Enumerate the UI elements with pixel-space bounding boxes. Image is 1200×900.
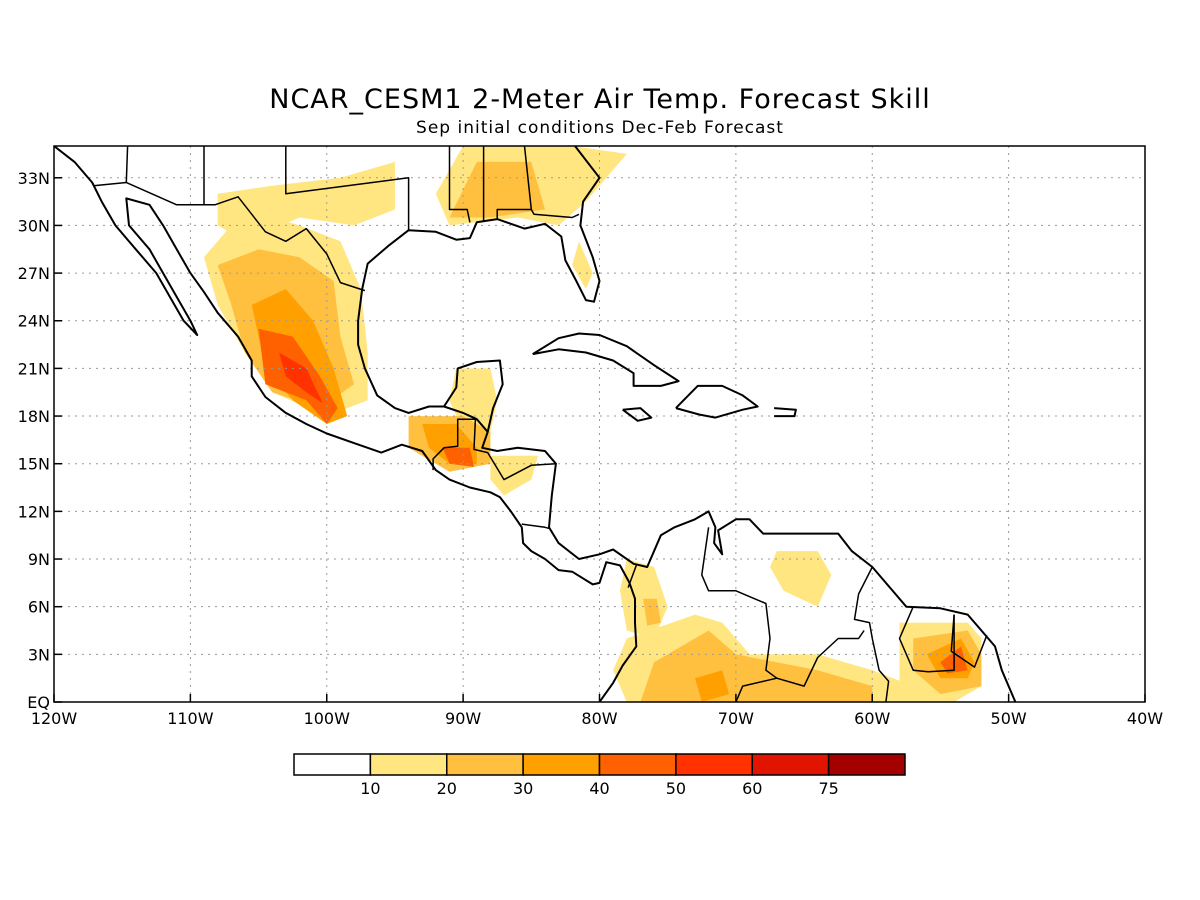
skill-region-florida (572, 241, 593, 289)
political-borders (93, 146, 988, 702)
y-tick-label: 12N (18, 502, 50, 521)
chart-title: NCAR_CESM1 2-Meter Air Temp. Forecast Sk… (269, 84, 931, 115)
border-mexico-guatemala (432, 418, 476, 471)
x-tick-label: 80W (581, 709, 617, 728)
map-frame (53, 145, 1146, 703)
colorbar: 10 20 30 40 50 60 75 (293, 753, 906, 798)
x-tick-label: 90W (445, 709, 481, 728)
skill-regions (204, 146, 982, 702)
x-tick-label: 50W (991, 709, 1027, 728)
y-tick-label: 24N (18, 312, 50, 331)
skill-region-honduras (490, 455, 539, 496)
colorbar-label: 50 (666, 779, 686, 798)
x-tick-label: 100W (304, 709, 351, 728)
colorbar-swatch (751, 753, 830, 776)
chart-subtitle: Sep initial conditions Dec-Feb Forecast (416, 118, 784, 138)
border-us-states-7 (125, 146, 129, 183)
colorbar-label: 60 (742, 779, 762, 798)
x-tick-label: 60W (854, 709, 890, 728)
border-us-states (285, 146, 410, 231)
border-us-states-2 (448, 146, 471, 223)
y-tick-label: 6N (28, 598, 50, 617)
axis-ticks: 120W 110W 100W 90W 80W 70W 60W 50W 40W EQ 3N 6N 9N 12… (18, 169, 1164, 728)
y-tick-label: 33N (18, 169, 50, 188)
border-us-states-4 (496, 146, 533, 220)
y-tick-label: 3N (28, 645, 50, 664)
colorbar-swatch (446, 753, 524, 776)
skill-region-guatemala-hot (442, 447, 474, 467)
coastline-puerto-rico (774, 407, 797, 418)
y-tick-label: 15N (18, 455, 50, 474)
colorbar-swatch (675, 753, 753, 776)
skill-region-amazon-spot (695, 670, 730, 702)
y-tick-label: EQ (27, 693, 50, 712)
skill-region-colombia-spot (643, 598, 661, 626)
y-tick-label: 30N (18, 216, 50, 235)
border-french-guiana (950, 614, 988, 668)
border-colombia-venezuela (701, 527, 778, 702)
x-tick-label: 70W (718, 709, 754, 728)
border-panama-colombia (627, 565, 638, 588)
border-brazil-venezuela (776, 630, 865, 687)
coastline-cuba (532, 332, 680, 387)
skill-region-venezuela (770, 551, 832, 607)
colorbar-swatch (369, 753, 448, 776)
colorbar-label: 10 (360, 779, 380, 798)
colorbar-swatch (827, 753, 906, 776)
skill-region-mexico-max (279, 352, 323, 404)
coastline-hispaniola (675, 384, 759, 419)
x-tick-label: 40W (1127, 709, 1163, 728)
border-us-states-5 (530, 209, 580, 219)
border-nicaragua-costa-rica (521, 523, 551, 530)
colorbar-label: 40 (589, 779, 609, 798)
border-suriname (898, 606, 955, 673)
x-tick-label: 120W (31, 709, 78, 728)
border-venezuela-guyana (853, 566, 890, 702)
colorbar-swatch (293, 753, 372, 776)
colorbar-swatch (522, 753, 601, 776)
colorbar-label: 20 (437, 779, 457, 798)
y-tick-label: 21N (18, 359, 50, 378)
coastline-yucatan-belize-border (443, 405, 489, 433)
y-tick-label: 18N (18, 407, 50, 426)
skill-region-southeast-us-core (449, 161, 545, 218)
coastline-north-america (54, 146, 638, 702)
y-tick-label: 27N (18, 264, 50, 283)
colorbar-label: 75 (818, 779, 838, 798)
border-us-mexico (93, 181, 366, 292)
border-central-america (473, 419, 556, 481)
coastlines (54, 146, 1017, 702)
gridlines (54, 146, 1145, 702)
colorbar-swatch (598, 753, 677, 776)
colorbar-label: 30 (513, 779, 533, 798)
x-tick-label: 110W (167, 709, 214, 728)
coastline-jamaica (622, 407, 653, 422)
y-tick-label: 9N (28, 550, 50, 569)
plot-area (54, 146, 1145, 702)
coastline-gulf-caribbean-coast (357, 146, 1017, 702)
